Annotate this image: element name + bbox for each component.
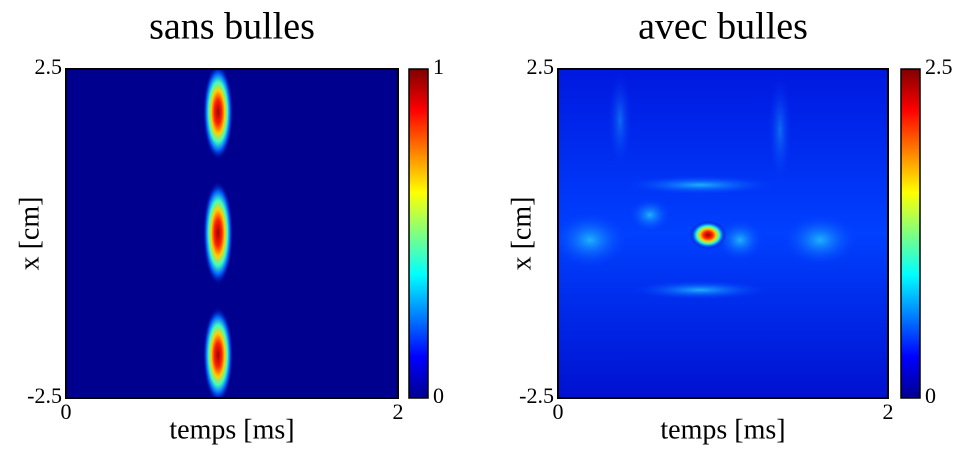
colorbar-tick-label: 0	[925, 383, 936, 408]
heatmap-field	[558, 69, 888, 398]
plot-frame	[557, 68, 889, 399]
colorbar-tick-label: 1	[433, 54, 444, 79]
colorbar	[408, 68, 429, 399]
y-tick-label: 2.5	[527, 54, 555, 79]
colorbar-tick-label: 2.5	[925, 54, 953, 79]
y-axis-label: x [cm]	[14, 197, 45, 271]
heatmap-field	[66, 69, 398, 398]
x-tick-label: 0	[61, 399, 72, 424]
x-tick-label: 2	[883, 399, 894, 424]
colorbar-tick-label: 0	[433, 383, 444, 408]
x-axis-label: temps [ms]	[169, 414, 294, 445]
x-axis-label: temps [ms]	[660, 414, 785, 445]
chart-title: avec bulles	[638, 6, 808, 48]
plot-frame	[65, 68, 399, 399]
chart-title: sans bulles	[149, 6, 315, 48]
y-axis-label: x [cm]	[506, 197, 537, 271]
x-tick-label: 2	[393, 399, 404, 424]
y-tick-label: -2.5	[27, 383, 62, 408]
y-tick-label: 2.5	[35, 54, 63, 79]
colorbar	[900, 68, 921, 399]
y-tick-label: -2.5	[519, 383, 554, 408]
x-tick-label: 0	[553, 399, 564, 424]
